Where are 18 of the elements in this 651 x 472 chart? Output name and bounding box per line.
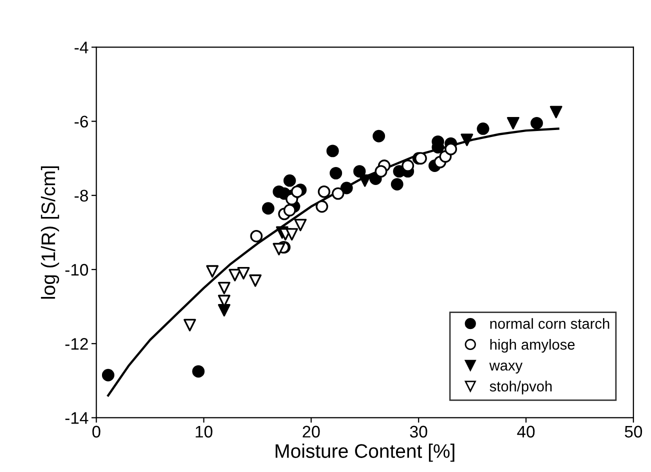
x-tick-label: 10: [196, 426, 212, 438]
y-tick-label: -14: [65, 412, 88, 424]
legend-label: high amylose: [490, 339, 575, 353]
legend-label: waxy: [489, 362, 523, 374]
y-tick-label: -4: [74, 42, 88, 54]
y-tick-label: -8: [74, 190, 88, 202]
y-axis-title: log (1/R) [S/cm]: [40, 166, 60, 299]
legend-label: normal corn starch: [490, 318, 610, 329]
legend-label: stoh/pvoh: [490, 380, 552, 394]
y-tick-label: -12: [65, 338, 88, 350]
y-tick-label: -10: [65, 264, 88, 276]
x-tick-label: 40: [517, 426, 535, 438]
y-tick-label: -6: [74, 116, 88, 128]
x-tick-label: 30: [410, 426, 428, 438]
x-tick-label: 0: [92, 426, 100, 438]
x-tick-label: 20: [302, 426, 320, 438]
x-tick-label: 50: [624, 426, 642, 438]
x-axis-title: Moisture Content [%]: [276, 444, 454, 462]
